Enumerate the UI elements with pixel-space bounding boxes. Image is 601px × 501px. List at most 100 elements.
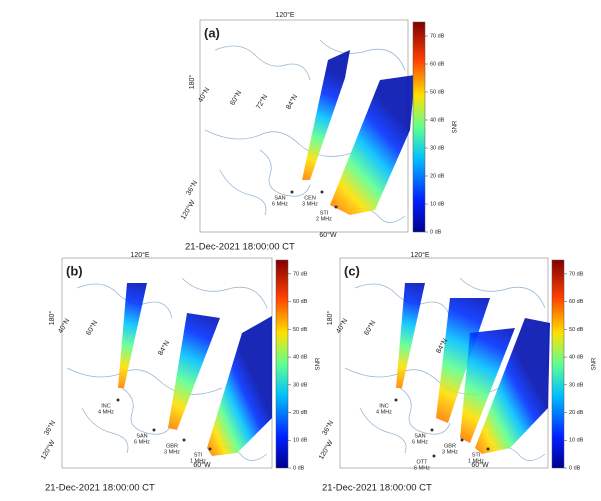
colorbar: [551, 259, 565, 469]
coastline: [204, 129, 361, 157]
radar-frequency: 6 MHz: [412, 439, 428, 445]
radar-name: GBR: [444, 443, 456, 449]
radar-site: [430, 428, 434, 432]
radar-name: INC: [101, 403, 111, 409]
radar-fan: [436, 298, 490, 423]
map-label: 180°: [326, 311, 334, 326]
coastline: [359, 407, 407, 454]
colorbar-title: SNR: [592, 357, 598, 370]
map-label: 120°E: [275, 11, 294, 19]
radar-name: OTT: [417, 459, 429, 465]
radar-frequency: 1 MHz: [190, 458, 206, 464]
radar-frequency: 3 MHz: [302, 201, 318, 207]
colorbar-tick-label: 0 dB: [430, 229, 442, 235]
radar-site: [208, 447, 212, 451]
colorbar-tick-label: 20 dB: [430, 173, 445, 179]
radar-frequency: 4 MHz: [376, 409, 392, 415]
map-label: 120°W: [39, 438, 57, 461]
radar-name: STI: [472, 452, 481, 458]
radar-fan: [302, 50, 350, 180]
map-label: 180°: [188, 75, 196, 90]
colorbar-tick-label: 70 dB: [430, 33, 445, 39]
coastline: [219, 169, 267, 216]
colorbar-tick-label: 20 dB: [569, 410, 584, 416]
coastline: [121, 387, 173, 435]
radar-site: [334, 205, 338, 209]
timestamp: 21-Dec-2021 18:00:00 CT: [185, 242, 295, 253]
colorbar-tick-label: 70 dB: [293, 271, 308, 277]
radar-site: [432, 454, 436, 458]
radar-site: [116, 398, 120, 402]
panel-label: (c): [344, 263, 360, 278]
coastline: [259, 149, 311, 197]
colorbar-tick-label: 40 dB: [569, 355, 584, 361]
radar-frequency: 3 MHz: [442, 449, 458, 455]
colorbar-tick-label: 10 dB: [430, 201, 445, 207]
colorbar: [275, 259, 289, 469]
colorbar-tick-label: 20 dB: [293, 410, 308, 416]
radar-fan: [330, 75, 415, 215]
coastline: [81, 407, 129, 454]
radar-site: [460, 438, 464, 442]
colorbar-tick-label: 70 dB: [569, 271, 584, 277]
colorbar-tick-label: 0 dB: [569, 465, 581, 471]
radar-name: SAN: [136, 433, 147, 439]
colorbar-tick-label: 40 dB: [430, 117, 445, 123]
map-label: 36°N: [42, 419, 57, 437]
radar-frequency: 1 MHz: [468, 458, 484, 464]
map-label: 180°: [48, 311, 56, 326]
radar-frequency: 2 MHz: [316, 216, 332, 222]
map-label: 120°E: [130, 251, 149, 259]
coastline: [399, 387, 451, 435]
radar-site: [486, 447, 490, 451]
radar-frequency: 4 MHz: [98, 409, 114, 415]
colorbar-tick-label: 50 dB: [569, 327, 584, 333]
radar-name: SAN: [274, 195, 285, 201]
radar-fan: [475, 318, 550, 454]
radar-fan: [460, 328, 515, 443]
colorbar-tick-label: 40 dB: [293, 355, 308, 361]
radar-site: [182, 438, 186, 442]
coastline: [214, 45, 311, 81]
map-label: 120°E: [410, 251, 429, 259]
radar-name: CEN: [304, 195, 316, 201]
map-label: 120°W: [317, 438, 335, 461]
radar-fan: [207, 316, 272, 456]
timestamp: 21-Dec-2021 18:00:00 CT: [322, 483, 432, 494]
colorbar-tick-label: 60 dB: [569, 299, 584, 305]
radar-name: STI: [194, 452, 203, 458]
map-label: 60°W: [319, 231, 337, 239]
map-label: 120°W: [179, 198, 197, 221]
colorbar: [412, 21, 426, 233]
radar-name: INC: [379, 403, 389, 409]
coastline: [319, 39, 406, 71]
colorbar-title: SNR: [453, 120, 459, 133]
colorbar-tick-label: 30 dB: [569, 382, 584, 388]
timestamp: 21-Dec-2021 18:00:00 CT: [45, 483, 155, 494]
colorbar-tick-label: 60 dB: [293, 299, 308, 305]
radar-name: SAN: [414, 433, 425, 439]
radar-site: [320, 190, 324, 194]
colorbar-tick-label: 10 dB: [293, 438, 308, 444]
radar-frequency: 6 MHz: [272, 201, 288, 207]
map-label: 60°W: [193, 461, 211, 469]
radar-fan: [118, 283, 147, 388]
panel-label: (a): [204, 25, 220, 40]
radar-frequency: 6 MHz: [414, 465, 430, 471]
radar-fan: [168, 313, 220, 430]
coastline: [66, 367, 223, 395]
colorbar-tick-label: 60 dB: [430, 61, 445, 67]
colorbar-tick-label: 50 dB: [293, 327, 308, 333]
radar-site: [290, 190, 294, 194]
map-label: 36°N: [184, 179, 199, 197]
colorbar-tick-label: 30 dB: [293, 382, 308, 388]
colorbar-tick-label: 10 dB: [569, 438, 584, 444]
radar-frequency: 6 MHz: [134, 439, 150, 445]
map-label: 36°N: [320, 419, 335, 437]
panel-label: (b): [66, 263, 83, 278]
coastline: [459, 277, 546, 309]
radar-site: [152, 428, 156, 432]
coastline: [181, 277, 268, 309]
colorbar-tick-label: 30 dB: [430, 145, 445, 151]
colorbar-tick-label: 0 dB: [293, 465, 305, 471]
